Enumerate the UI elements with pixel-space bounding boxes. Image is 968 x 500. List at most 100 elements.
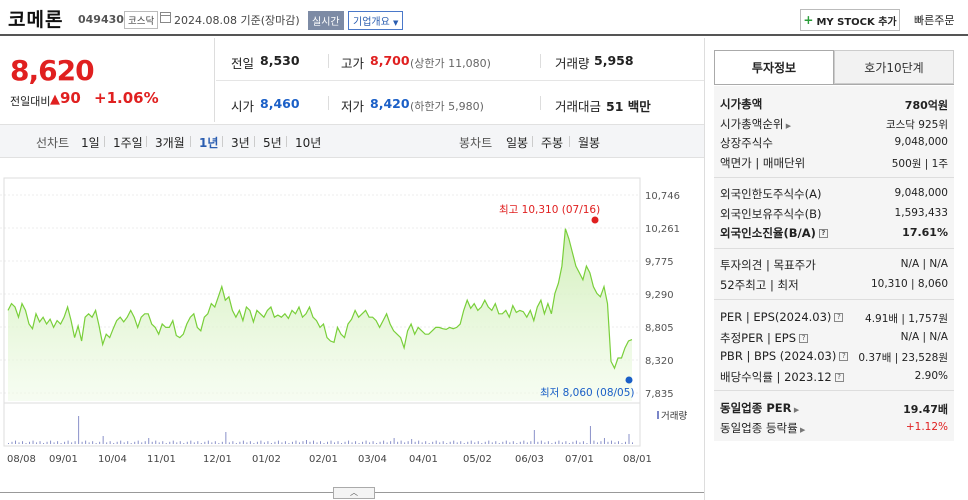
candle-daily[interactable]: 일봉 (506, 136, 529, 150)
x-axis-ticks: 08/08 09/01 10/04 11/01 12/01 01/02 02/01 03/04… (7, 454, 652, 465)
volume-bar (22, 441, 24, 444)
volume-bar (256, 441, 258, 444)
tab-invest-info[interactable]: 투자정보 (714, 50, 834, 84)
volume-bar (137, 440, 139, 444)
period-1y[interactable]: 1년 (199, 136, 219, 150)
x-tick-label: 08/08 (7, 454, 36, 465)
volume-bar (88, 442, 90, 444)
volume-bar (589, 426, 591, 444)
high-annotation: 최고 10,310 (07/16) (499, 204, 600, 216)
candle-monthly[interactable]: 월봉 (578, 136, 601, 150)
volume-bars (8, 416, 633, 444)
volume-bar (246, 442, 248, 444)
volume-bar (263, 442, 265, 444)
period-1w[interactable]: 1주일 (113, 136, 143, 150)
stock-header (0, 0, 968, 36)
info-label[interactable]: 동일업종 PER ▶ (720, 400, 799, 416)
chevron-up-icon: ︿ (350, 488, 358, 497)
realtime-badge[interactable]: 실시간 (308, 11, 344, 30)
period-1d[interactable]: 1일 (81, 136, 100, 150)
info-value: N/A | N/A (900, 258, 948, 270)
info-label: 외국인보유주식수(B) (720, 206, 822, 222)
info-label-text: 외국인소진율(B/A) (720, 226, 816, 240)
volume-bar (270, 443, 272, 444)
volume-bar (239, 441, 241, 444)
volume-bar (523, 440, 525, 444)
y-tick-label: 8,320 (645, 356, 674, 367)
volume-bar (547, 441, 549, 444)
volume-bar (383, 440, 385, 444)
help-icon[interactable]: ? (834, 372, 844, 382)
line-chart-label: 선차트 (36, 136, 70, 150)
stock-code: 049430 (78, 13, 124, 26)
period-3y[interactable]: 3년 (231, 136, 250, 150)
info-label-text: 배당수익률 | 2023.12 (720, 369, 832, 384)
tab-orderbook[interactable]: 호가10단계 (834, 50, 954, 84)
volume-bar (369, 442, 371, 444)
info-value: 0.37배 | 23,528원 (858, 352, 948, 364)
info-label: 시가총액 (720, 96, 762, 112)
candle-weekly[interactable]: 주봉 (541, 136, 564, 150)
volume-bar (95, 443, 97, 444)
divider (714, 248, 954, 249)
y-tick-label: 7,835 (645, 389, 674, 400)
volume-bar (414, 441, 416, 444)
volume-bar (155, 440, 157, 444)
change-amount: 90 (60, 89, 81, 107)
help-icon[interactable]: ? (799, 333, 809, 343)
period-3m[interactable]: 3개월 (155, 136, 185, 150)
volume-bar (376, 443, 378, 444)
open-value: 8,460 (260, 96, 300, 111)
company-overview-button[interactable]: 기업개요 ▼ (348, 11, 404, 30)
info-value: 코스닥 925위 (885, 118, 948, 131)
y-tick-label: 8,805 (645, 323, 674, 334)
divider (569, 136, 570, 147)
info-label[interactable]: 동일업종 등락률 ▶ (720, 420, 805, 436)
volume-bar (621, 443, 623, 444)
right-panel (704, 38, 968, 500)
volume-bar (221, 441, 223, 444)
volume-bar (165, 443, 167, 444)
volume-bar (334, 442, 336, 444)
high-value: 8,700 (370, 53, 410, 68)
divider (714, 299, 954, 300)
x-tick-label: 12/01 (203, 454, 232, 465)
volume-bar (390, 441, 392, 444)
period-bar (0, 124, 704, 158)
volume-bar (470, 440, 472, 444)
volume-bar (628, 434, 630, 444)
price-chart[interactable]: 10,746 10,261 9,775 9,290 8,805 8,320 7,835 08… (0, 160, 704, 490)
help-icon[interactable]: ? (839, 352, 849, 361)
volume-bar (439, 442, 441, 444)
help-icon[interactable]: ? (818, 229, 828, 238)
y-tick-label: 9,775 (645, 257, 674, 268)
volume-bar (200, 443, 202, 444)
company-overview-label: 기업개요 (353, 17, 390, 28)
date-text: 2024.08.08 기준(장마감) (174, 14, 300, 27)
chevron-right-icon: ▶ (783, 121, 792, 130)
period-5y[interactable]: 5년 (263, 136, 282, 150)
volume-bar (355, 441, 357, 444)
my-stock-add-button[interactable]: + MY STOCK 추가 (800, 9, 900, 31)
chevron-down-icon: ▼ (393, 19, 399, 27)
period-10y[interactable]: 10년 (295, 136, 322, 150)
volume-bar (530, 441, 532, 444)
help-icon[interactable]: ? (834, 313, 844, 322)
prev-close-value: 8,530 (260, 53, 300, 68)
info-label-text: 외국인한도주식수(A) (720, 187, 822, 201)
info-value: 19.47배 (903, 403, 948, 416)
quick-order-link[interactable]: 빠른주문 (914, 14, 955, 27)
volume-bar (568, 443, 570, 444)
info-label: PER | EPS(2024.03)? (720, 310, 844, 324)
volume-bar (404, 442, 406, 444)
info-label[interactable]: 시가총액순위 ▶ (720, 116, 791, 132)
expand-handle-button[interactable]: ︿ (333, 487, 375, 499)
volume-bar (302, 441, 304, 444)
x-tick-label: 11/01 (147, 454, 176, 465)
volume-bar (533, 430, 535, 444)
info-value: 780억원 (904, 99, 948, 112)
info-value: N/A | N/A (900, 330, 948, 343)
info-value: 1,593,433 (894, 206, 948, 219)
volume-bar (582, 441, 584, 444)
x-tick-label: 02/01 (309, 454, 338, 465)
